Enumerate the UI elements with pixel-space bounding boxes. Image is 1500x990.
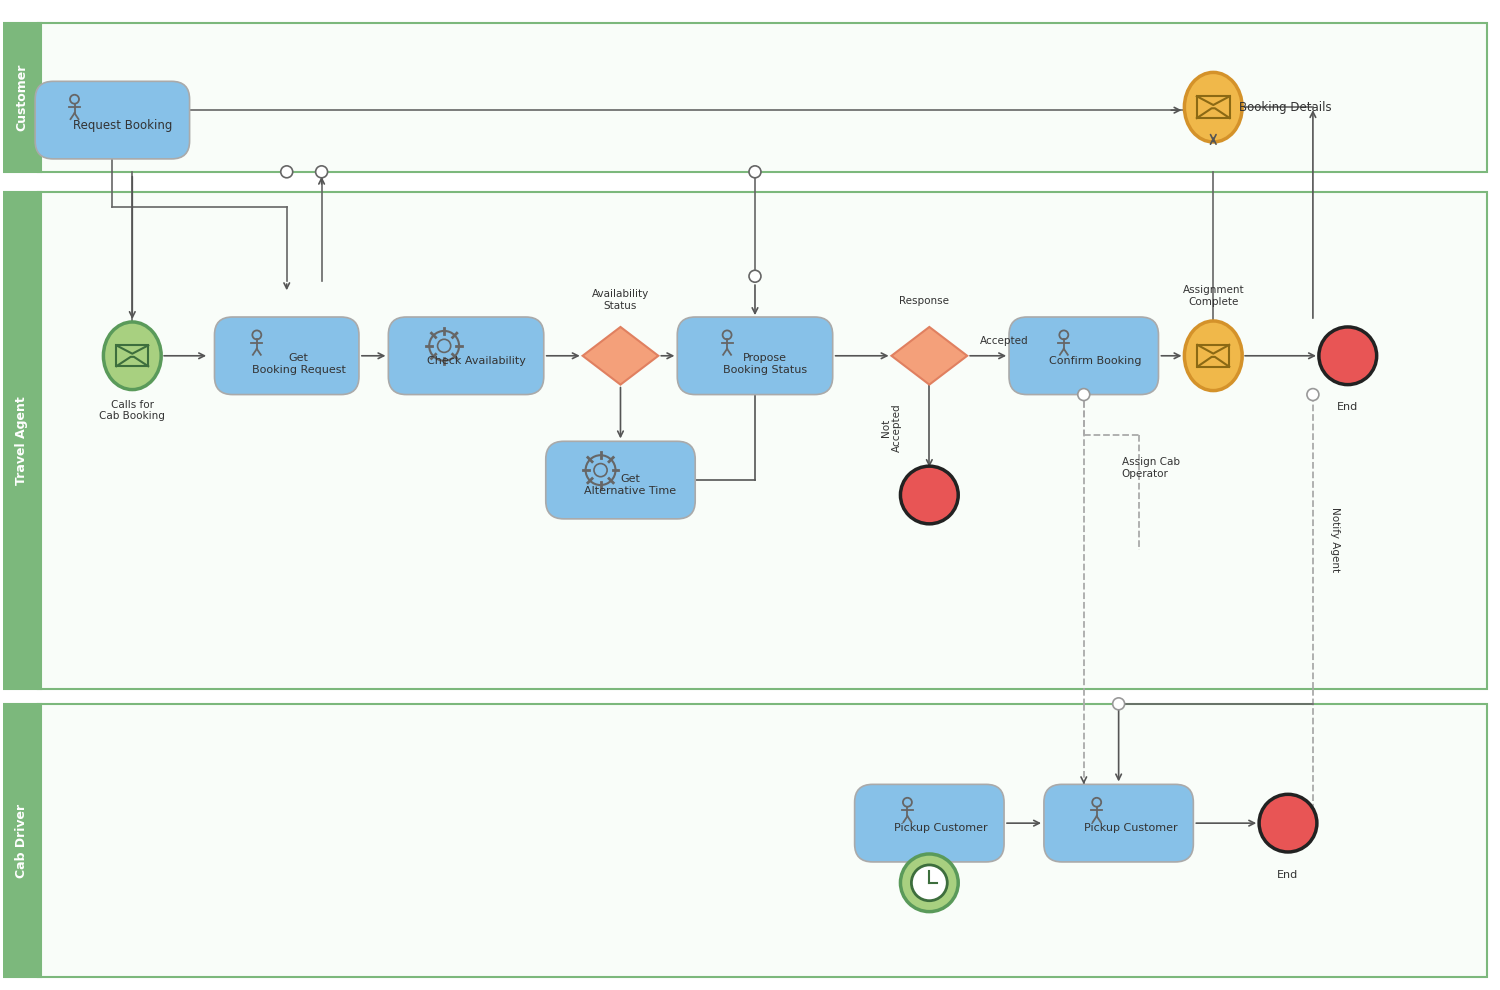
Text: Availability
Status: Availability Status <box>592 289 650 311</box>
Circle shape <box>315 166 327 178</box>
Text: Travel Agent: Travel Agent <box>15 396 28 485</box>
FancyBboxPatch shape <box>3 192 40 689</box>
Ellipse shape <box>1185 321 1242 391</box>
Text: Propose
Booking Status: Propose Booking Status <box>723 353 807 374</box>
Text: End: End <box>1336 403 1359 413</box>
FancyBboxPatch shape <box>38 23 1488 172</box>
FancyBboxPatch shape <box>3 23 40 172</box>
Circle shape <box>1318 327 1377 385</box>
FancyBboxPatch shape <box>1197 96 1230 118</box>
Text: Request Booking: Request Booking <box>72 119 172 132</box>
FancyBboxPatch shape <box>388 317 544 395</box>
Text: Accepted: Accepted <box>980 336 1029 346</box>
Text: Pickup Customer: Pickup Customer <box>1084 823 1178 834</box>
FancyBboxPatch shape <box>34 81 189 159</box>
FancyBboxPatch shape <box>546 442 694 519</box>
FancyBboxPatch shape <box>1197 345 1228 366</box>
FancyBboxPatch shape <box>855 784 1004 862</box>
FancyBboxPatch shape <box>38 704 1488 977</box>
Circle shape <box>1078 389 1089 401</box>
Polygon shape <box>891 327 968 385</box>
Text: Customer: Customer <box>15 63 28 131</box>
FancyBboxPatch shape <box>3 704 40 977</box>
Text: Booking Details: Booking Details <box>1239 101 1332 114</box>
Text: Assign Cab
Operator: Assign Cab Operator <box>1122 457 1179 479</box>
Circle shape <box>1113 698 1125 710</box>
Text: Not
Accepted: Not Accepted <box>880 403 903 451</box>
Text: Response: Response <box>900 296 950 306</box>
Circle shape <box>912 865 948 901</box>
Text: Calls for
Cab Booking: Calls for Cab Booking <box>99 400 165 422</box>
Text: Confirm Booking: Confirm Booking <box>1050 355 1142 365</box>
Ellipse shape <box>900 854 958 912</box>
Ellipse shape <box>1185 72 1242 142</box>
Text: Cab Driver: Cab Driver <box>15 804 28 877</box>
Text: Notify Agent: Notify Agent <box>1330 507 1340 572</box>
FancyBboxPatch shape <box>117 346 148 366</box>
FancyBboxPatch shape <box>678 317 832 395</box>
FancyBboxPatch shape <box>1010 317 1158 395</box>
Circle shape <box>748 270 760 282</box>
Text: Check Availability: Check Availability <box>426 355 525 365</box>
Text: Pickup Customer: Pickup Customer <box>894 823 989 834</box>
Ellipse shape <box>104 322 160 390</box>
FancyBboxPatch shape <box>214 317 358 395</box>
Circle shape <box>900 466 958 524</box>
Text: End: End <box>1278 870 1299 880</box>
Circle shape <box>280 166 292 178</box>
FancyBboxPatch shape <box>38 192 1488 689</box>
Circle shape <box>748 166 760 178</box>
Text: Assignment
Complete: Assignment Complete <box>1182 285 1244 307</box>
Circle shape <box>1258 794 1317 852</box>
Polygon shape <box>582 327 658 385</box>
Circle shape <box>1306 389 1318 401</box>
Text: Get
Booking Request: Get Booking Request <box>252 353 345 374</box>
Text: Get
Alternative Time: Get Alternative Time <box>585 474 676 496</box>
FancyBboxPatch shape <box>1044 784 1194 862</box>
